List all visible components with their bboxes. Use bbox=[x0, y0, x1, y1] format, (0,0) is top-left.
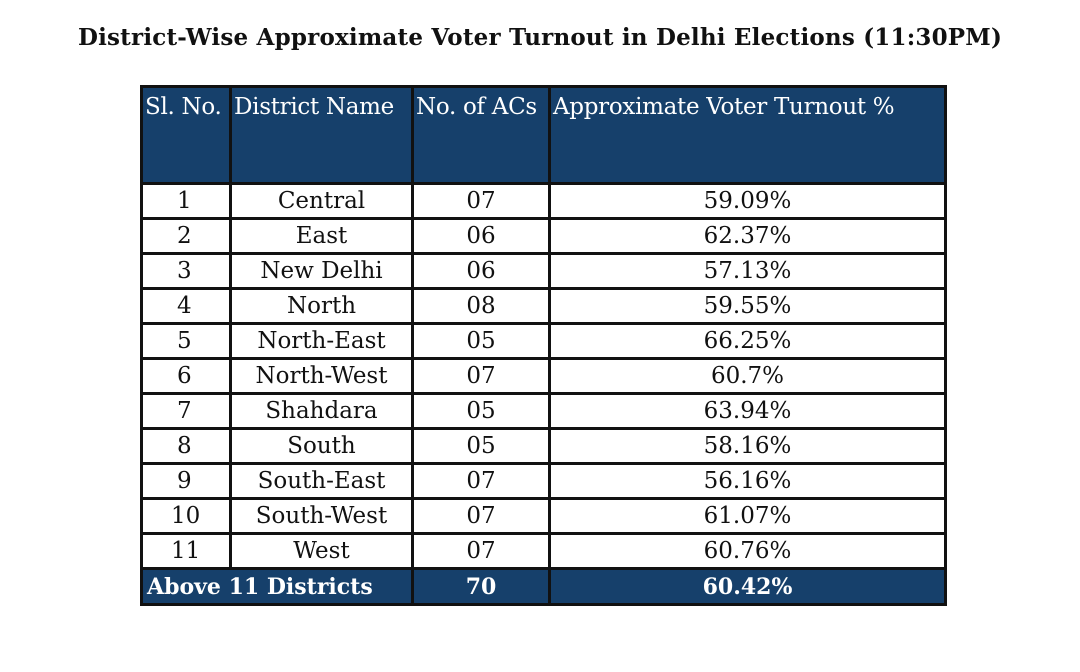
header-district-name: District Name bbox=[229, 85, 414, 185]
cell-no-of-acs: 07 bbox=[411, 497, 551, 535]
cell-district-name: New Delhi bbox=[229, 252, 414, 290]
cell-no-of-acs: 06 bbox=[411, 252, 551, 290]
cell-turnout: 59.55% bbox=[548, 287, 947, 325]
cell-sl-no: 1 bbox=[140, 182, 232, 220]
table-row: 11 West 07 60.76% bbox=[140, 532, 947, 570]
cell-sl-no: 11 bbox=[140, 532, 232, 570]
table-footer: Above 11 Districts 70 60.42% bbox=[140, 567, 947, 606]
cell-sl-no: 5 bbox=[140, 322, 232, 360]
table-row: 4 North 08 59.55% bbox=[140, 287, 947, 325]
table-row: 10 South-West 07 61.07% bbox=[140, 497, 947, 535]
cell-sl-no: 6 bbox=[140, 357, 232, 395]
cell-district-name: Central bbox=[229, 182, 414, 220]
cell-no-of-acs: 07 bbox=[411, 357, 551, 395]
cell-turnout: 66.25% bbox=[548, 322, 947, 360]
cell-turnout: 62.37% bbox=[548, 217, 947, 255]
table-body: 1 Central 07 59.09% 2 East 06 62.37% 3 N… bbox=[140, 182, 947, 570]
table-row: 1 Central 07 59.09% bbox=[140, 182, 947, 220]
total-row: Above 11 Districts 70 60.42% bbox=[140, 567, 947, 606]
cell-sl-no: 9 bbox=[140, 462, 232, 500]
cell-no-of-acs: 05 bbox=[411, 322, 551, 360]
table-row: 9 South-East 07 56.16% bbox=[140, 462, 947, 500]
table-row: 8 South 05 58.16% bbox=[140, 427, 947, 465]
cell-no-of-acs: 05 bbox=[411, 392, 551, 430]
cell-no-of-acs: 07 bbox=[411, 462, 551, 500]
header-no-of-acs: No. of ACs bbox=[411, 85, 551, 185]
total-label: Above 11 Districts bbox=[140, 567, 414, 606]
cell-sl-no: 7 bbox=[140, 392, 232, 430]
cell-district-name: South bbox=[229, 427, 414, 465]
cell-sl-no: 2 bbox=[140, 217, 232, 255]
cell-district-name: North bbox=[229, 287, 414, 325]
table-row: 3 New Delhi 06 57.13% bbox=[140, 252, 947, 290]
cell-district-name: South-East bbox=[229, 462, 414, 500]
total-acs: 70 bbox=[411, 567, 551, 606]
cell-no-of-acs: 07 bbox=[411, 182, 551, 220]
cell-turnout: 60.76% bbox=[548, 532, 947, 570]
header-row: Sl. No. District Name No. of ACs Approxi… bbox=[140, 85, 947, 185]
cell-sl-no: 3 bbox=[140, 252, 232, 290]
cell-district-name: West bbox=[229, 532, 414, 570]
cell-district-name: North-East bbox=[229, 322, 414, 360]
cell-turnout: 59.09% bbox=[548, 182, 947, 220]
cell-no-of-acs: 08 bbox=[411, 287, 551, 325]
cell-no-of-acs: 07 bbox=[411, 532, 551, 570]
cell-no-of-acs: 06 bbox=[411, 217, 551, 255]
table-row: 6 North-West 07 60.7% bbox=[140, 357, 947, 395]
header-turnout: Approximate Voter Turnout % bbox=[548, 85, 947, 185]
table-row: 2 East 06 62.37% bbox=[140, 217, 947, 255]
header-sl-no: Sl. No. bbox=[140, 85, 232, 185]
cell-turnout: 57.13% bbox=[548, 252, 947, 290]
table-header: Sl. No. District Name No. of ACs Approxi… bbox=[140, 85, 947, 185]
cell-district-name: South-West bbox=[229, 497, 414, 535]
cell-district-name: East bbox=[229, 217, 414, 255]
turnout-table: Sl. No. District Name No. of ACs Approxi… bbox=[140, 85, 947, 606]
total-turnout: 60.42% bbox=[548, 567, 947, 606]
table-row: 5 North-East 05 66.25% bbox=[140, 322, 947, 360]
cell-no-of-acs: 05 bbox=[411, 427, 551, 465]
table-row: 7 Shahdara 05 63.94% bbox=[140, 392, 947, 430]
cell-sl-no: 4 bbox=[140, 287, 232, 325]
page-title: District-Wise Approximate Voter Turnout … bbox=[77, 24, 1003, 51]
cell-turnout: 56.16% bbox=[548, 462, 947, 500]
cell-turnout: 63.94% bbox=[548, 392, 947, 430]
cell-sl-no: 8 bbox=[140, 427, 232, 465]
cell-turnout: 60.7% bbox=[548, 357, 947, 395]
cell-sl-no: 10 bbox=[140, 497, 232, 535]
cell-district-name: Shahdara bbox=[229, 392, 414, 430]
cell-district-name: North-West bbox=[229, 357, 414, 395]
cell-turnout: 61.07% bbox=[548, 497, 947, 535]
cell-turnout: 58.16% bbox=[548, 427, 947, 465]
